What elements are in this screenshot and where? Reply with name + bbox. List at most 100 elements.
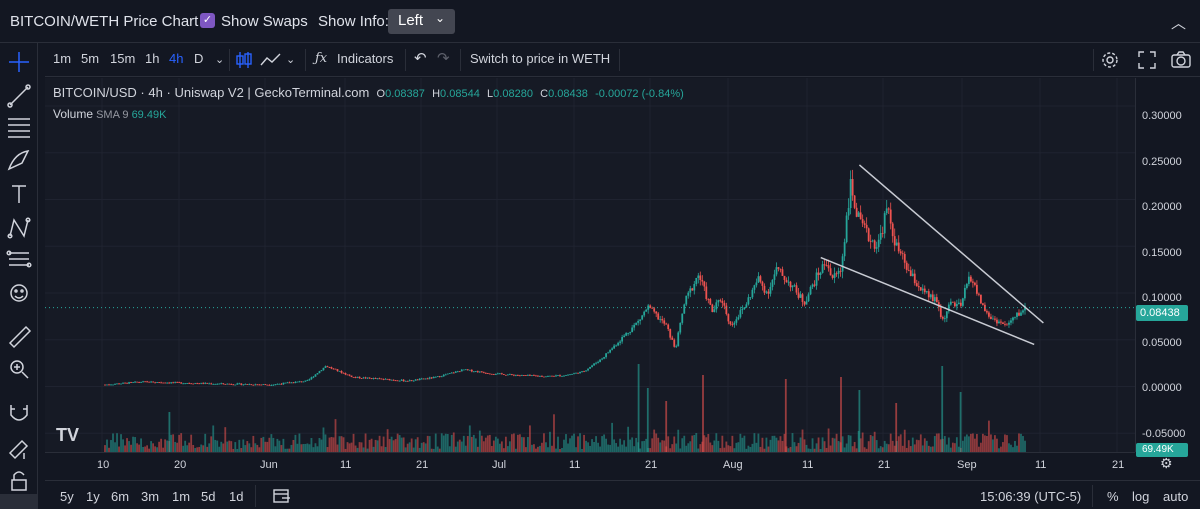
volume-bar (885, 443, 888, 452)
candle (174, 382, 177, 383)
candle (220, 383, 223, 385)
magnet-icon[interactable] (10, 405, 28, 421)
emoji-icon[interactable] (10, 284, 28, 302)
volume-bar (174, 441, 177, 452)
volume-bar (452, 432, 455, 452)
volume-bar (749, 447, 752, 452)
range-5y[interactable]: 5y (60, 489, 74, 504)
redo-icon[interactable]: ↷ (437, 50, 450, 67)
range-6m[interactable]: 6m (111, 489, 130, 504)
chevron-up-icon[interactable]: ︿ (1170, 15, 1186, 32)
volume-bar (206, 446, 209, 452)
candle (150, 381, 153, 383)
volume-bar (394, 439, 397, 452)
volume-bar (508, 441, 511, 452)
ruler-icon[interactable] (8, 325, 32, 349)
text-icon[interactable] (12, 185, 26, 203)
chart-canvas[interactable] (45, 78, 1135, 452)
interval-5m[interactable]: 5m (81, 51, 100, 66)
indicators-button[interactable]: Indicators (337, 51, 394, 66)
date-range-icon[interactable] (273, 488, 291, 504)
range-5d[interactable]: 5d (201, 489, 216, 504)
fib-icon[interactable] (8, 118, 30, 138)
range-1m[interactable]: 1m (172, 489, 191, 504)
range-3m[interactable]: 3m (141, 489, 160, 504)
volume-bar (533, 444, 535, 452)
volume-bar (583, 434, 585, 452)
volume-bar (605, 438, 607, 452)
volume-bar (671, 444, 674, 452)
undo-icon[interactable]: ↶ (414, 50, 427, 67)
lock-draw-icon[interactable] (8, 439, 29, 460)
show-info-select[interactable]: Left ⌄ (388, 9, 455, 34)
lock-icon[interactable] (11, 471, 27, 491)
axis-settings-icon[interactable]: ⚙ (1160, 455, 1173, 471)
range-1y[interactable]: 1y (86, 489, 100, 504)
candle (749, 297, 752, 299)
brush-icon[interactable] (7, 150, 30, 171)
trend-line[interactable] (858, 164, 1044, 324)
candle (1008, 322, 1010, 325)
chevron-down-icon[interactable]: ⌄ (215, 54, 225, 66)
trendline-icon[interactable] (7, 84, 31, 108)
crosshair-icon[interactable] (9, 52, 29, 72)
pattern-icon[interactable] (7, 217, 31, 239)
candle (258, 384, 261, 386)
trash-icon[interactable] (0, 494, 38, 509)
candle (957, 302, 960, 305)
volume-bar (170, 434, 173, 452)
volume-bar (138, 444, 140, 452)
percent-toggle[interactable]: % (1107, 489, 1119, 504)
fullscreen-icon[interactable] (1137, 50, 1157, 70)
volume-bar (990, 434, 992, 452)
candle (691, 288, 694, 291)
candle (342, 372, 345, 374)
candle (334, 368, 337, 370)
volume-bar (949, 447, 952, 452)
range-1d[interactable]: 1d (229, 489, 244, 504)
interval-1h[interactable]: 1h (145, 51, 160, 66)
volume-bar (132, 436, 134, 452)
show-swaps-label[interactable]: Show Swaps (221, 13, 308, 30)
candle (701, 280, 704, 282)
interval-15m[interactable]: 15m (110, 51, 136, 66)
interval-4h[interactable]: 4h (169, 51, 184, 66)
legend-change: -0.00072 (-0.84%) (595, 88, 684, 100)
camera-icon[interactable] (1170, 50, 1192, 70)
price-axis[interactable]: 0.30000 0.25000 0.20000 0.15000 0.10000 … (1135, 78, 1200, 452)
volume-bar (168, 412, 171, 452)
candle (673, 339, 676, 347)
time-axis[interactable]: 10 20 Jun 11 21 Jul 11 21 Aug 11 21 Sep … (45, 452, 1135, 477)
candle (839, 270, 842, 272)
log-toggle[interactable]: log (1132, 489, 1150, 504)
switch-price-button[interactable]: Switch to price in WETH (470, 51, 611, 66)
chevron-down-icon[interactable]: ⌄ (286, 54, 296, 66)
auto-toggle[interactable]: auto (1163, 489, 1189, 504)
chart-type-icon[interactable] (260, 52, 282, 68)
volume-bar (763, 448, 766, 452)
volume-bar (791, 433, 794, 452)
candle (994, 318, 996, 320)
volume-bar (747, 445, 750, 452)
candle (655, 311, 658, 314)
show-swaps-checkbox[interactable]: ✓ (200, 13, 215, 28)
zoom-icon[interactable] (10, 360, 29, 379)
candle (569, 374, 571, 376)
candle (559, 375, 561, 377)
volume-bar (446, 434, 449, 452)
price-chart[interactable] (45, 78, 1135, 452)
volume-bar (675, 443, 678, 452)
volume-bar (907, 440, 910, 452)
interval-1m[interactable]: 1m (53, 51, 72, 66)
settings-icon[interactable] (1100, 50, 1120, 70)
volume-bar (456, 441, 459, 452)
indicators-icon[interactable]: ƒx (315, 51, 328, 66)
trend-line[interactable] (820, 256, 1035, 346)
prediction-icon[interactable] (6, 250, 32, 268)
candle (310, 377, 313, 380)
candle (224, 383, 227, 385)
candle (352, 376, 355, 378)
interval-d[interactable]: D (194, 51, 204, 66)
candles-icon[interactable] (235, 50, 253, 70)
candle (595, 362, 597, 364)
